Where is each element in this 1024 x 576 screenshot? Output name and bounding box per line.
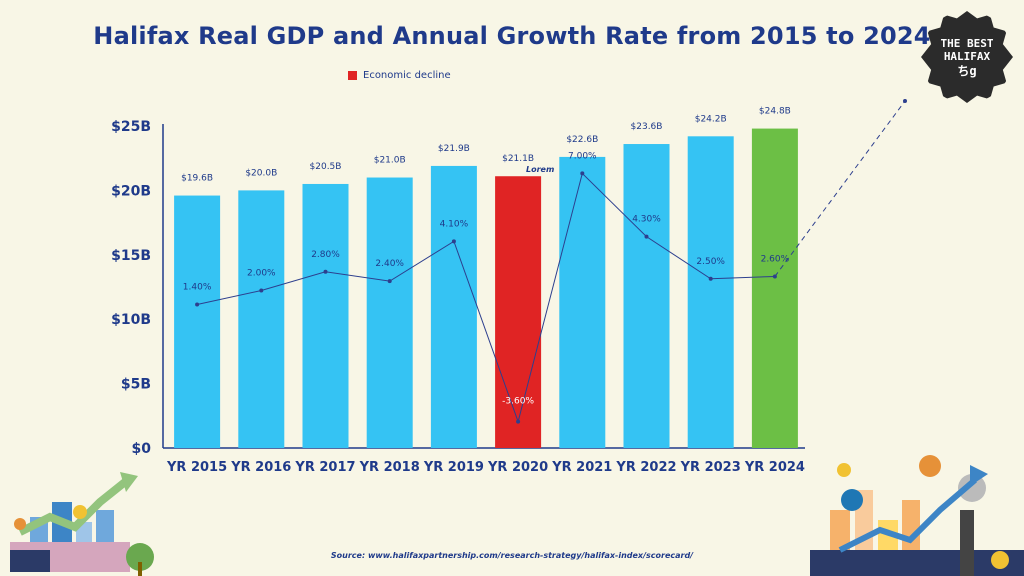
growth-rate-point: [451, 239, 456, 244]
growth-trend-end-point: [903, 99, 907, 103]
y-tick-label: $20B: [111, 183, 151, 199]
growth-rate-label: 2.40%: [375, 259, 404, 269]
growth-rate-label: 1.40%: [183, 283, 212, 293]
x-tick-label: YR 2017: [294, 460, 355, 475]
y-tick-label: $0: [132, 441, 152, 457]
badge-line-2: HALIFAX: [943, 49, 991, 63]
gdp-value-label: $24.8B: [759, 107, 791, 117]
gdp-value-label: $20.5B: [310, 162, 342, 172]
x-tick-label: YR 2023: [680, 460, 741, 475]
growth-rate-point: [516, 419, 521, 424]
growth-rate-label: 2.80%: [311, 250, 340, 260]
growth-rate-point: [644, 234, 649, 239]
x-tick-label: YR 2019: [423, 460, 484, 475]
city-growth-illustration: [10, 472, 154, 576]
gdp-bar: [687, 136, 734, 448]
growth-rate-label: 2.00%: [247, 269, 276, 279]
growth-rate-point: [323, 269, 328, 274]
growth-rate-label: -3.60%: [502, 397, 534, 407]
legend-swatch-decline: [348, 71, 357, 80]
growth-rate-point: [259, 288, 264, 293]
gdp-bar: [302, 183, 349, 448]
gdp-bar: [559, 156, 606, 449]
chart-title: Halifax Real GDP and Annual Growth Rate …: [93, 22, 931, 50]
badge-line-1: THE BEST: [940, 36, 994, 50]
y-tick-label: $25B: [111, 119, 151, 135]
gdp-value-label: $20.0B: [245, 168, 277, 178]
chart-annotation: Lorem: [526, 165, 554, 174]
growth-rate-point: [580, 171, 585, 176]
gdp-value-label: $21.0B: [374, 156, 406, 166]
growth-rate-label: 2.50%: [696, 257, 725, 267]
gdp-bar: [495, 176, 542, 448]
x-tick-label: YR 2018: [359, 460, 420, 475]
growth-rate-point: [772, 274, 777, 279]
gdp-bar: [623, 144, 670, 449]
growth-rate-point: [708, 276, 713, 281]
x-tick-label: YR 2015: [166, 460, 227, 475]
gdp-bar: [430, 165, 477, 449]
x-tick-label: YR 2024: [744, 460, 805, 475]
gdp-value-label: $24.2B: [695, 114, 727, 124]
x-tick-label: YR 2021: [551, 460, 612, 475]
gdp-bar: [366, 177, 413, 448]
growth-trend-extension: [774, 100, 906, 277]
legend: Economic decline: [348, 70, 451, 81]
legend-label-decline: Economic decline: [363, 70, 451, 81]
gdp-bar: [174, 195, 221, 448]
growth-rate-line: [196, 172, 775, 424]
gdp-value-label: $19.6B: [181, 174, 213, 184]
x-tick-label: YR 2016: [230, 460, 291, 475]
x-tick-label: YR 2020: [487, 460, 548, 475]
growth-rate-point: [195, 302, 200, 307]
y-tick-label: $10B: [111, 312, 151, 328]
badge-mark: ちg: [957, 63, 977, 78]
growth-rate-point: [387, 279, 392, 284]
gdp-bar: [751, 128, 798, 449]
gdp-value-label: $22.6B: [566, 135, 598, 145]
gdp-value-label: $23.6B: [631, 122, 663, 132]
y-tick-label: $5B: [121, 377, 151, 393]
gdp-value-label: $21.9B: [438, 144, 470, 154]
gdp-value-label: $21.1B: [502, 154, 534, 164]
source-note: Source: www.halifaxpartnership.com/resea…: [330, 551, 694, 560]
x-tick-label: YR 2022: [615, 460, 676, 475]
growth-rate-label: 4.10%: [440, 219, 469, 229]
y-tick-label: $15B: [111, 248, 151, 264]
growth-rate-label: 4.30%: [632, 215, 661, 225]
growth-rate-label: 7.00%: [568, 151, 597, 161]
growth-rate-label: 2.60%: [761, 254, 790, 264]
finance-growth-illustration: [810, 455, 1024, 576]
gdp-bar: [238, 190, 285, 448]
